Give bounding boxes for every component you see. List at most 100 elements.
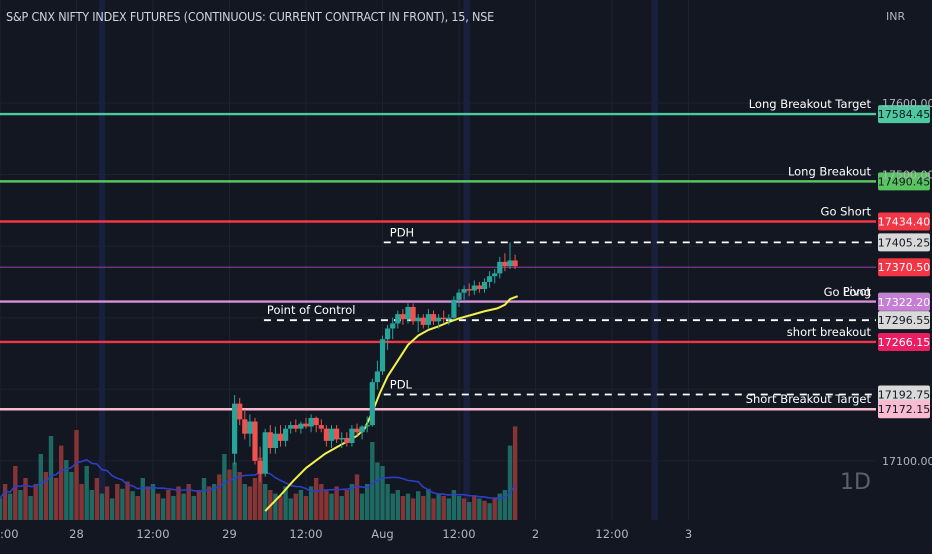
go-long-price-text: 17322.20 — [878, 296, 931, 309]
candle-body-46 — [466, 289, 472, 291]
volume-bar-99 — [502, 490, 508, 520]
volume-bar-27 — [135, 496, 140, 520]
volume-bar-52 — [263, 484, 268, 520]
volume-bar-21 — [104, 486, 110, 520]
volume-bar-11 — [53, 478, 59, 520]
price-tick-0: 17600.00 — [882, 97, 932, 110]
candle-body-15 — [308, 417, 314, 427]
price-axis: 17584.45 17490.45 17434.40 17405.25 17370.50… — [878, 97, 932, 468]
go-short-label: Go Short — [821, 205, 872, 219]
volume-bar-78 — [395, 490, 400, 520]
level-price-text: 17370.50 — [878, 261, 931, 274]
volume-bar-49 — [247, 486, 253, 520]
volume-bar-41 — [206, 486, 212, 520]
long-breakout-target-label: Long Breakout Target — [749, 97, 872, 111]
volume-bar-40 — [201, 478, 207, 520]
long-breakout-price-text: 17490.45 — [878, 175, 931, 188]
short-breakout-target-label: Short Breakout Target — [746, 392, 872, 406]
volume-bar-66 — [334, 486, 339, 520]
volume-bar-97 — [492, 498, 497, 520]
candle-body-11 — [288, 425, 294, 429]
volume-bar-90 — [456, 496, 462, 520]
pdl-price-text: 17192.75 — [878, 388, 931, 401]
time-axis: :00 28 12:00 29 12:00 Aug 12:00 2 12:00 3 — [0, 527, 692, 541]
volume-bar-47 — [237, 472, 242, 520]
volume-bar-45 — [227, 469, 232, 520]
short-breakout-target-price-text: 17172.15 — [878, 403, 931, 416]
candle-body-31 — [390, 323, 396, 329]
level-names: Long Breakout Target Long Breakout Go Shor… — [267, 97, 872, 406]
volume-bar-75 — [380, 466, 385, 520]
volume-bar-24 — [120, 488, 125, 520]
candle-body-0 — [232, 403, 238, 454]
candle-body-48 — [476, 285, 482, 290]
go-long-label: Go Long — [824, 285, 871, 299]
candle-body-53 — [502, 261, 508, 267]
time-tick-2: 12:00 — [136, 527, 169, 541]
candle-body-54 — [507, 260, 513, 267]
volume-bar-23 — [115, 484, 120, 520]
candle-body-35 — [410, 306, 416, 322]
candle-body-8 — [272, 433, 278, 449]
candle-body-44 — [456, 292, 462, 300]
candle-body-13 — [298, 423, 304, 429]
timeframe-watermark: 1D — [840, 470, 871, 495]
volume-bar-80 — [405, 493, 411, 520]
volume-bar-18 — [89, 490, 94, 520]
volume-bar-22 — [110, 498, 115, 520]
volume-bar-82 — [416, 491, 421, 520]
volume-bar-37 — [186, 484, 191, 520]
volume-bar-86 — [436, 493, 441, 520]
volume-bar-6 — [28, 496, 33, 520]
long-breakout-label: Long Breakout — [788, 164, 872, 178]
volume-bar-63 — [319, 484, 324, 520]
volume-bar-91 — [461, 498, 467, 520]
candle-body-28 — [374, 371, 380, 383]
currency-label[interactable]: INR — [886, 10, 906, 23]
volume-bar-83 — [421, 496, 426, 520]
candle-body-42 — [446, 317, 452, 320]
volume-bar-34 — [171, 496, 176, 520]
candle-body-23 — [349, 428, 355, 443]
candle-body-51 — [492, 273, 498, 277]
long-breakout-target-price-text: 17584.45 — [878, 108, 931, 121]
volume-bar-65 — [329, 493, 334, 520]
candle-body-20 — [334, 428, 340, 440]
volume-bar-33 — [166, 490, 171, 520]
price-tick-1: 17500.00 — [882, 169, 932, 182]
price-tick-2: 17100.00 — [882, 455, 932, 468]
volume-bar-64 — [324, 490, 329, 520]
candle-body-12 — [293, 425, 299, 429]
volume-bar-44 — [222, 454, 227, 520]
level-lines — [0, 112, 876, 411]
volume-bar-74 — [375, 462, 380, 520]
short-breakout-target-price-box — [878, 400, 930, 419]
candle-body-1 — [237, 403, 243, 420]
volume-bar-54 — [273, 493, 278, 520]
time-tick-0: :00 — [0, 527, 19, 541]
volume-bar-1 — [2, 484, 8, 520]
short-breakout-price-box — [878, 332, 930, 351]
volume-bar-84 — [426, 488, 431, 520]
volume-bar-9 — [43, 472, 49, 520]
candle-body-36 — [415, 317, 421, 322]
candle-body-18 — [323, 428, 329, 441]
time-tick-7: 2 — [532, 527, 539, 541]
volume-bar-30 — [150, 484, 156, 520]
candle-body-5 — [257, 460, 263, 474]
candle-body-30 — [385, 328, 391, 340]
volume-bar-73 — [370, 442, 375, 520]
session-shading — [98, 0, 658, 520]
volume-bar-89 — [451, 490, 457, 520]
session-band-0 — [98, 0, 106, 520]
volume-bar-26 — [130, 491, 135, 520]
volume-bars — [0, 426, 518, 520]
volume-bar-46 — [232, 462, 237, 520]
long-breakout-target-price-box — [878, 105, 930, 124]
volume-bar-7 — [33, 484, 38, 520]
candle-body-4 — [252, 421, 258, 461]
time-tick-5: Aug — [371, 527, 393, 541]
volume-bar-35 — [176, 486, 181, 520]
